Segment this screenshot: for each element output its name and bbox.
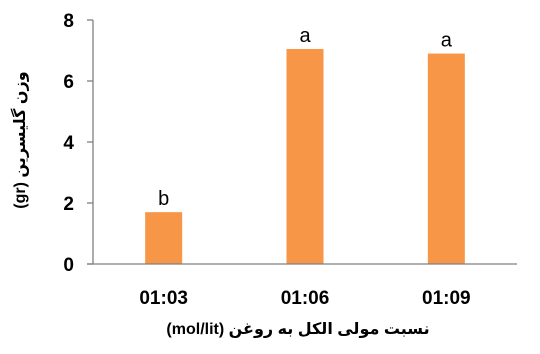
bar-labels: b a a: [158, 25, 453, 210]
y-tick-label: 0: [63, 255, 74, 276]
bar-data-label: a: [441, 30, 453, 52]
bar-data-label: a: [299, 25, 311, 47]
x-axis-title: نسبت مولی الکل به روغن (mol/lit): [166, 321, 429, 338]
x-tick-label: 01:09: [422, 288, 471, 309]
y-axis-title: وزن گلیسرین (gr): [10, 71, 29, 208]
y-axis-ticks: 0 2 4 6 8: [63, 11, 93, 276]
x-axis-ticks: 01:03 01:06 01:09: [139, 288, 470, 309]
bar: [427, 53, 465, 264]
y-tick-label: 6: [63, 72, 74, 93]
x-tick-label: 01:03: [139, 288, 188, 309]
y-tick-label: 4: [63, 133, 74, 154]
bar: [286, 48, 324, 264]
bar-data-label: b: [158, 188, 169, 210]
y-tick-label: 8: [63, 11, 74, 32]
bar: [145, 212, 183, 264]
x-tick-label: 01:06: [281, 288, 330, 309]
axes: [87, 20, 517, 265]
bars: [145, 48, 465, 264]
y-tick-label: 2: [63, 194, 74, 215]
